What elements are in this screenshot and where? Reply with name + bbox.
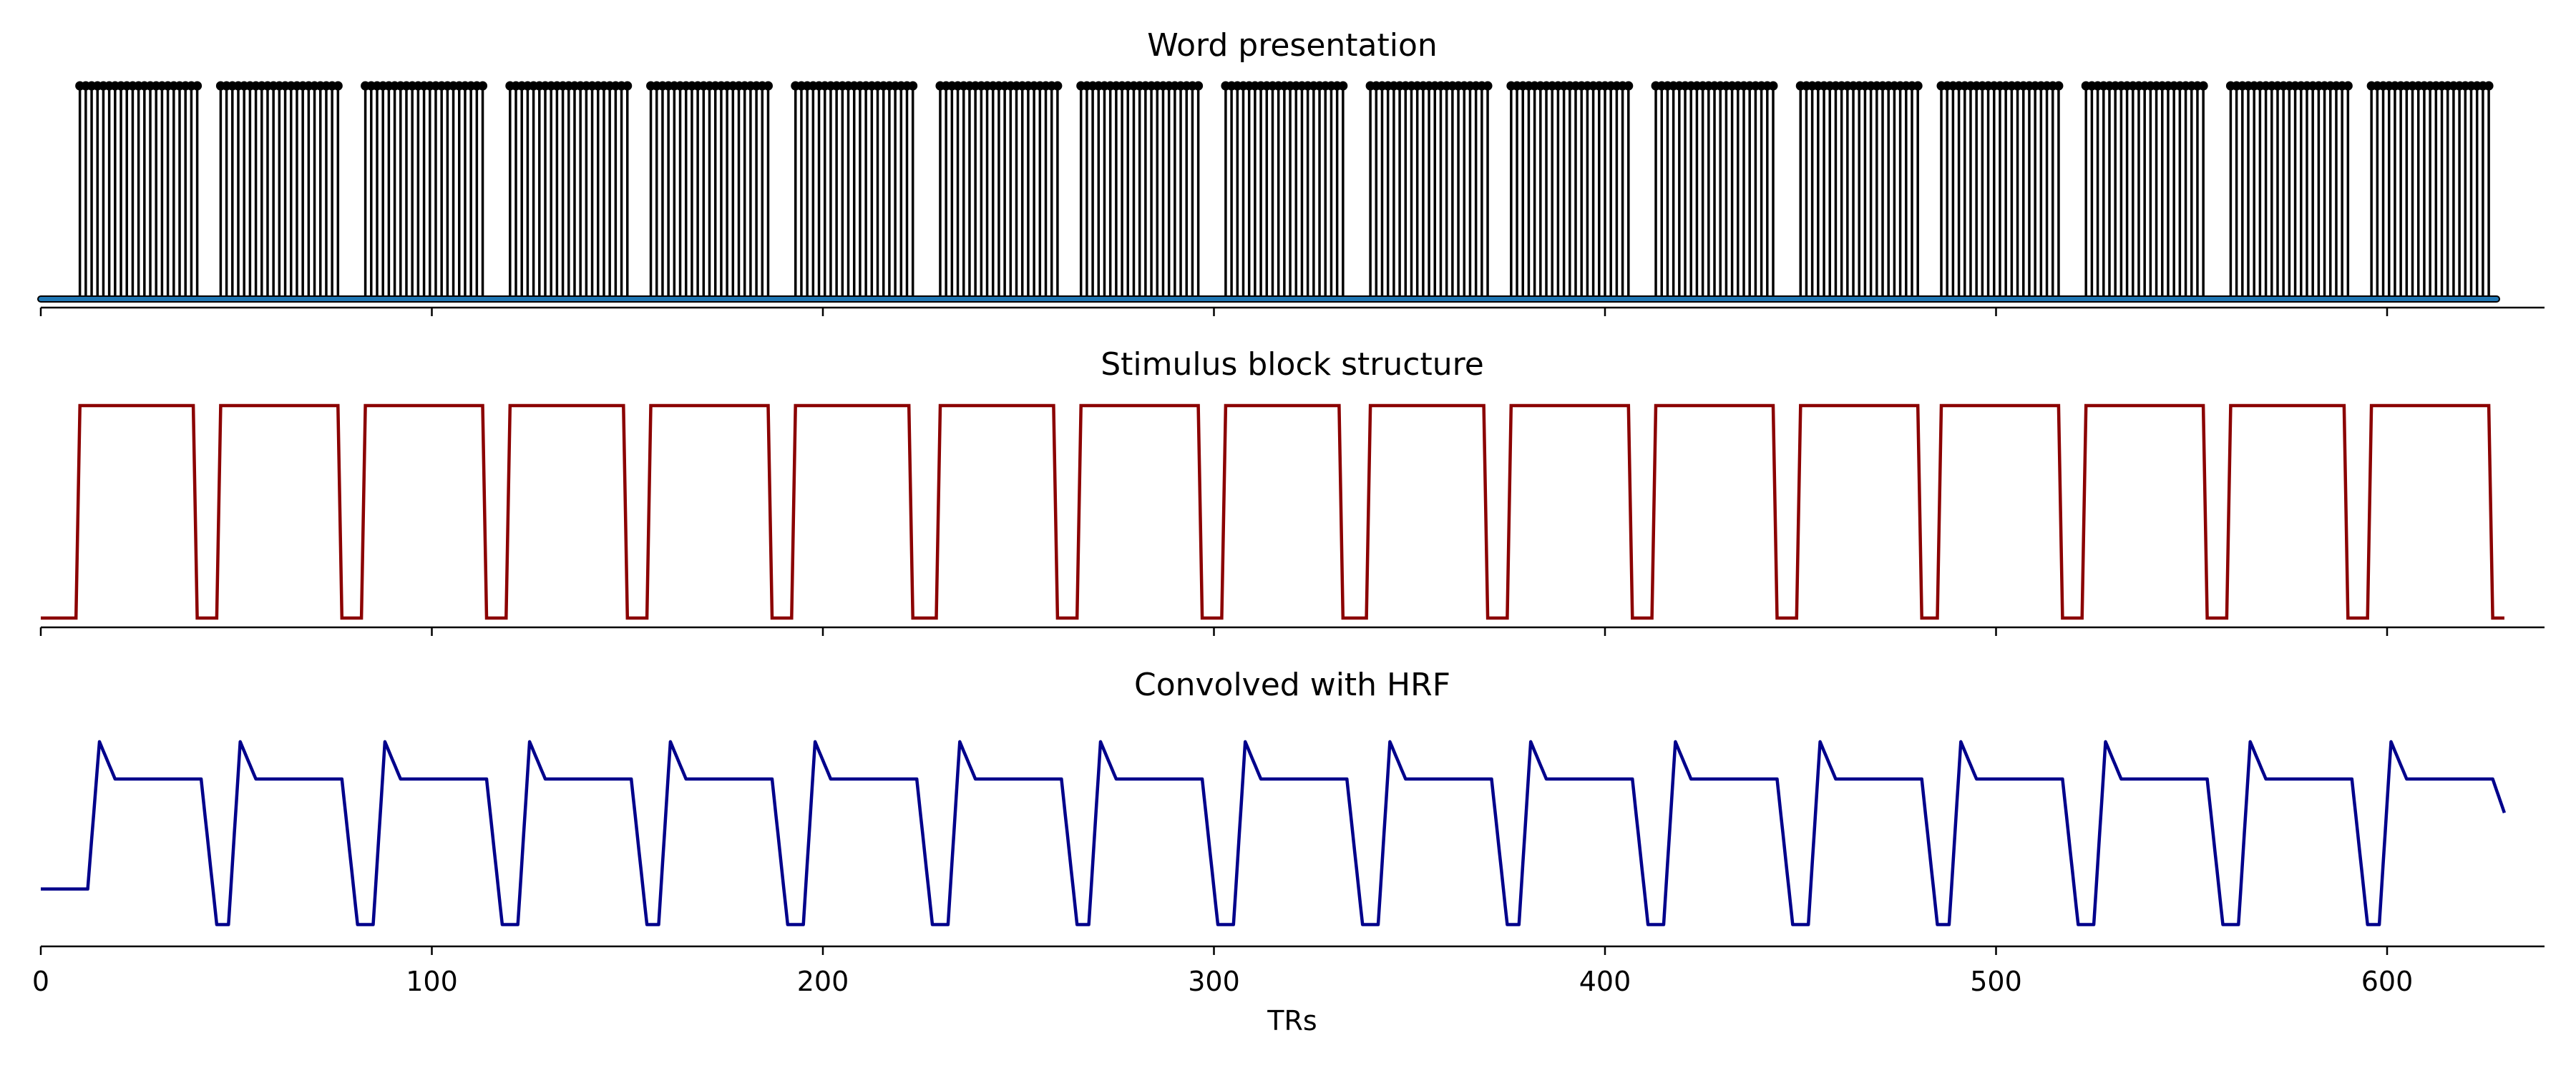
x-axis-ticks [39,627,2389,636]
word-marker [192,81,203,91]
word-marker [333,81,343,91]
word-marker [1913,81,1923,91]
block-structure-line [41,403,2504,620]
panel-title: Stimulus block structure [1101,346,1484,383]
x-axis-label: TRs [1267,1005,1317,1037]
word-marker [2484,81,2494,91]
x-axis-tick-labels: 0 100 200 300 400 500 600 [32,966,2413,997]
word-marker [1624,81,1634,91]
word-marker [2054,81,2064,91]
x-tick-label: 100 [406,966,458,997]
x-tick-label: 300 [1188,966,1240,997]
word-marker [763,81,773,91]
hrf-convolved-line [41,740,2507,926]
x-tick-label: 400 [1579,966,1631,997]
x-tick-label: 200 [797,966,849,997]
word-marker [2343,81,2353,91]
x-tick-label: 500 [1970,966,2022,997]
word-marker [623,81,633,91]
x-tick-label: 0 [32,966,49,997]
word-marker [1194,81,1204,91]
word-marker [1483,81,1493,91]
stimulus-block-panel: Stimulus block structure [39,346,2545,636]
panel-title: Convolved with HRF [1134,667,1450,703]
stem-markers [37,81,2501,303]
word-marker [478,81,488,91]
word-marker [1768,81,1778,91]
panel-title: Word presentation [1147,27,1438,64]
word-marker [1053,81,1063,91]
word-marker [908,81,918,91]
word-marker [2198,81,2208,91]
hrf-convolved-panel: Convolved with HRF 0 100 200 300 400 500 600 T… [32,667,2545,1037]
x-tick-label: 600 [2361,966,2414,997]
x-axis-ticks [39,946,2389,955]
x-axis-ticks [39,308,2389,316]
word-marker [1338,81,1348,91]
word-presentation-panel: Word presentation [37,27,2545,316]
